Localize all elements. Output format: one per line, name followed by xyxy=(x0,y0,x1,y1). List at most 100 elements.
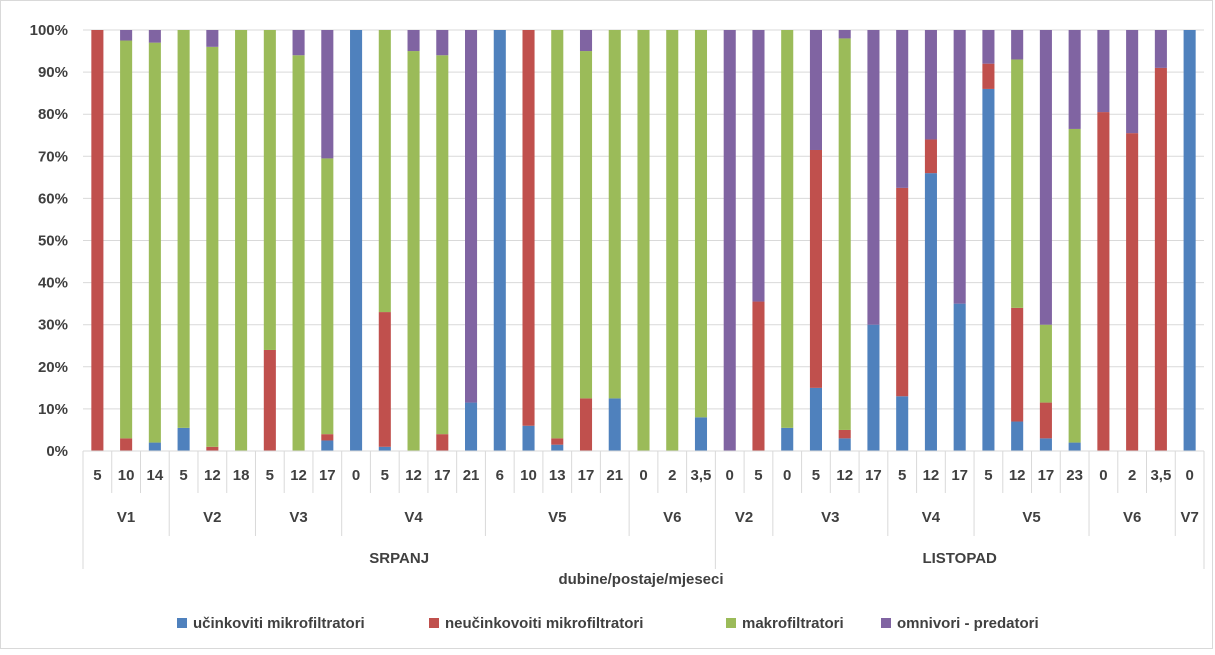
bar-segment xyxy=(378,446,391,451)
bar-segment xyxy=(838,438,851,451)
depth-label: 5 xyxy=(381,467,389,484)
bar-segment xyxy=(378,30,391,313)
bar-segment xyxy=(91,30,104,451)
bar-segment xyxy=(493,30,506,451)
legend-swatch xyxy=(429,618,439,628)
bar-segment xyxy=(1039,324,1052,403)
bar-segment xyxy=(809,30,822,150)
bar-segment xyxy=(1126,133,1139,451)
depth-label: 17 xyxy=(319,467,336,484)
y-tick-label: 20% xyxy=(38,359,68,376)
station-label: V2 xyxy=(203,509,221,526)
bar-segment xyxy=(522,425,535,451)
bar-segment xyxy=(551,438,564,445)
bar-segment xyxy=(1154,67,1167,451)
bar-segment xyxy=(148,442,161,451)
bar-segment xyxy=(465,402,478,451)
bar-segment xyxy=(579,51,593,399)
bar-segment xyxy=(378,312,391,447)
y-tick-label: 50% xyxy=(38,233,68,250)
bar-segment xyxy=(1154,30,1167,68)
depth-label: 10 xyxy=(118,467,135,484)
bar-segment xyxy=(1011,307,1024,422)
bar-segment xyxy=(752,30,765,302)
y-tick-label: 100% xyxy=(30,22,68,39)
depth-label: 5 xyxy=(93,467,101,484)
bar-segment xyxy=(1011,59,1024,308)
station-label: V3 xyxy=(821,509,839,526)
bar-segment xyxy=(1011,421,1024,451)
bar-segment xyxy=(292,55,305,451)
legend: učinkoviti mikrofiltratori neučinkovoiti … xyxy=(177,615,1039,632)
bar-segment xyxy=(321,30,334,159)
y-tick-label: 80% xyxy=(38,106,68,123)
bar-segment xyxy=(120,40,133,439)
bar-segment xyxy=(148,30,161,43)
bar-segment xyxy=(752,301,765,451)
depth-label: 21 xyxy=(606,467,623,484)
bar-segment xyxy=(263,30,276,350)
depth-label: 3,5 xyxy=(1150,467,1171,484)
depth-label: 12 xyxy=(204,467,221,484)
x-axis-categories: 5 10 14 5 12 18 5 12 17 0 5 12 17 21 6 10 13 17 21 0 2 3,5 0 5 0… xyxy=(82,450,1205,569)
bar-segment xyxy=(321,158,334,435)
bar-segment xyxy=(924,139,937,174)
bar-segment xyxy=(551,30,564,439)
bar-segment xyxy=(781,427,794,451)
bar-segment xyxy=(1039,30,1052,325)
bar-segment xyxy=(436,434,449,451)
depth-label: 12 xyxy=(405,467,422,484)
station-label: V4 xyxy=(922,509,941,526)
bar-segment xyxy=(809,387,822,451)
bar-segment xyxy=(1068,30,1081,129)
depth-label: 0 xyxy=(639,467,647,484)
y-tick-label: 40% xyxy=(38,275,68,292)
legend-swatch xyxy=(177,618,187,628)
station-label: V1 xyxy=(117,509,135,526)
depth-label: 12 xyxy=(290,467,307,484)
bar-segment xyxy=(206,30,219,47)
bar-segment xyxy=(1068,442,1081,451)
station-label: V5 xyxy=(1022,509,1040,526)
bar-segment xyxy=(982,88,995,451)
depth-label: 2 xyxy=(668,467,676,484)
depth-label: 17 xyxy=(434,467,451,484)
depth-label: 5 xyxy=(179,467,187,484)
bar-segment xyxy=(551,444,564,451)
month-label: SRPANJ xyxy=(369,550,429,567)
bar-segment xyxy=(896,187,909,397)
bar-segment xyxy=(120,30,133,41)
bar-segment xyxy=(263,349,276,451)
station-label: V7 xyxy=(1180,509,1198,526)
depth-label: 17 xyxy=(951,467,968,484)
bar-segment xyxy=(436,30,449,56)
bar-segment xyxy=(666,30,679,451)
bar-segment xyxy=(982,30,995,64)
y-axis-ticks: 0% 10% 20% 30% 40% 50% 60% 70% 80% 90% 100% xyxy=(30,22,68,460)
bar-segment xyxy=(206,446,219,451)
y-tick-label: 70% xyxy=(38,148,68,165)
bar-segment xyxy=(723,30,736,451)
bar-segment xyxy=(148,42,161,443)
bar-segment xyxy=(321,440,334,451)
depth-label: 5 xyxy=(266,467,274,484)
bar-segment xyxy=(1183,30,1196,451)
depth-label: 18 xyxy=(233,467,250,484)
depth-label: 5 xyxy=(984,467,992,484)
depth-label: 0 xyxy=(352,467,360,484)
y-tick-label: 0% xyxy=(46,443,68,460)
station-label: V3 xyxy=(289,509,307,526)
y-tick-label: 90% xyxy=(38,64,68,81)
y-tick-label: 60% xyxy=(38,190,68,207)
depth-label: 17 xyxy=(578,467,595,484)
bar-segment xyxy=(522,30,535,426)
legend-label: omnivori - predatori xyxy=(897,615,1039,632)
bar-segment xyxy=(579,30,593,52)
bar-segment xyxy=(177,427,190,451)
bar-segment xyxy=(838,30,851,39)
depth-label: 14 xyxy=(147,467,164,484)
bar-segment xyxy=(896,30,909,188)
bar-segment xyxy=(781,30,794,428)
